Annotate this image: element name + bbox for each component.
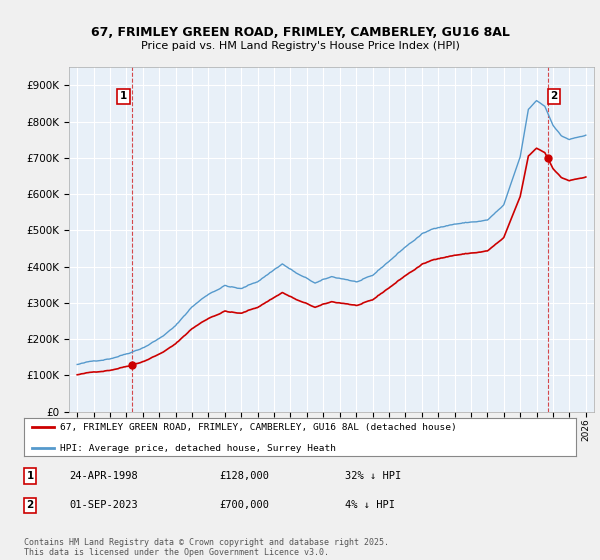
Text: 1: 1 xyxy=(119,91,127,101)
Text: Price paid vs. HM Land Registry's House Price Index (HPI): Price paid vs. HM Land Registry's House … xyxy=(140,41,460,51)
Text: 4% ↓ HPI: 4% ↓ HPI xyxy=(345,500,395,510)
Text: £128,000: £128,000 xyxy=(219,471,269,481)
Text: 2: 2 xyxy=(551,91,558,101)
Text: £700,000: £700,000 xyxy=(219,500,269,510)
Text: 1: 1 xyxy=(26,471,34,481)
Text: 2: 2 xyxy=(26,500,34,510)
Text: 67, FRIMLEY GREEN ROAD, FRIMLEY, CAMBERLEY, GU16 8AL (detached house): 67, FRIMLEY GREEN ROAD, FRIMLEY, CAMBERL… xyxy=(60,423,457,432)
Text: Contains HM Land Registry data © Crown copyright and database right 2025.
This d: Contains HM Land Registry data © Crown c… xyxy=(24,538,389,557)
Text: 24-APR-1998: 24-APR-1998 xyxy=(69,471,138,481)
Text: HPI: Average price, detached house, Surrey Heath: HPI: Average price, detached house, Surr… xyxy=(60,444,336,453)
Text: 32% ↓ HPI: 32% ↓ HPI xyxy=(345,471,401,481)
Text: 67, FRIMLEY GREEN ROAD, FRIMLEY, CAMBERLEY, GU16 8AL: 67, FRIMLEY GREEN ROAD, FRIMLEY, CAMBERL… xyxy=(91,26,509,39)
Text: 01-SEP-2023: 01-SEP-2023 xyxy=(69,500,138,510)
